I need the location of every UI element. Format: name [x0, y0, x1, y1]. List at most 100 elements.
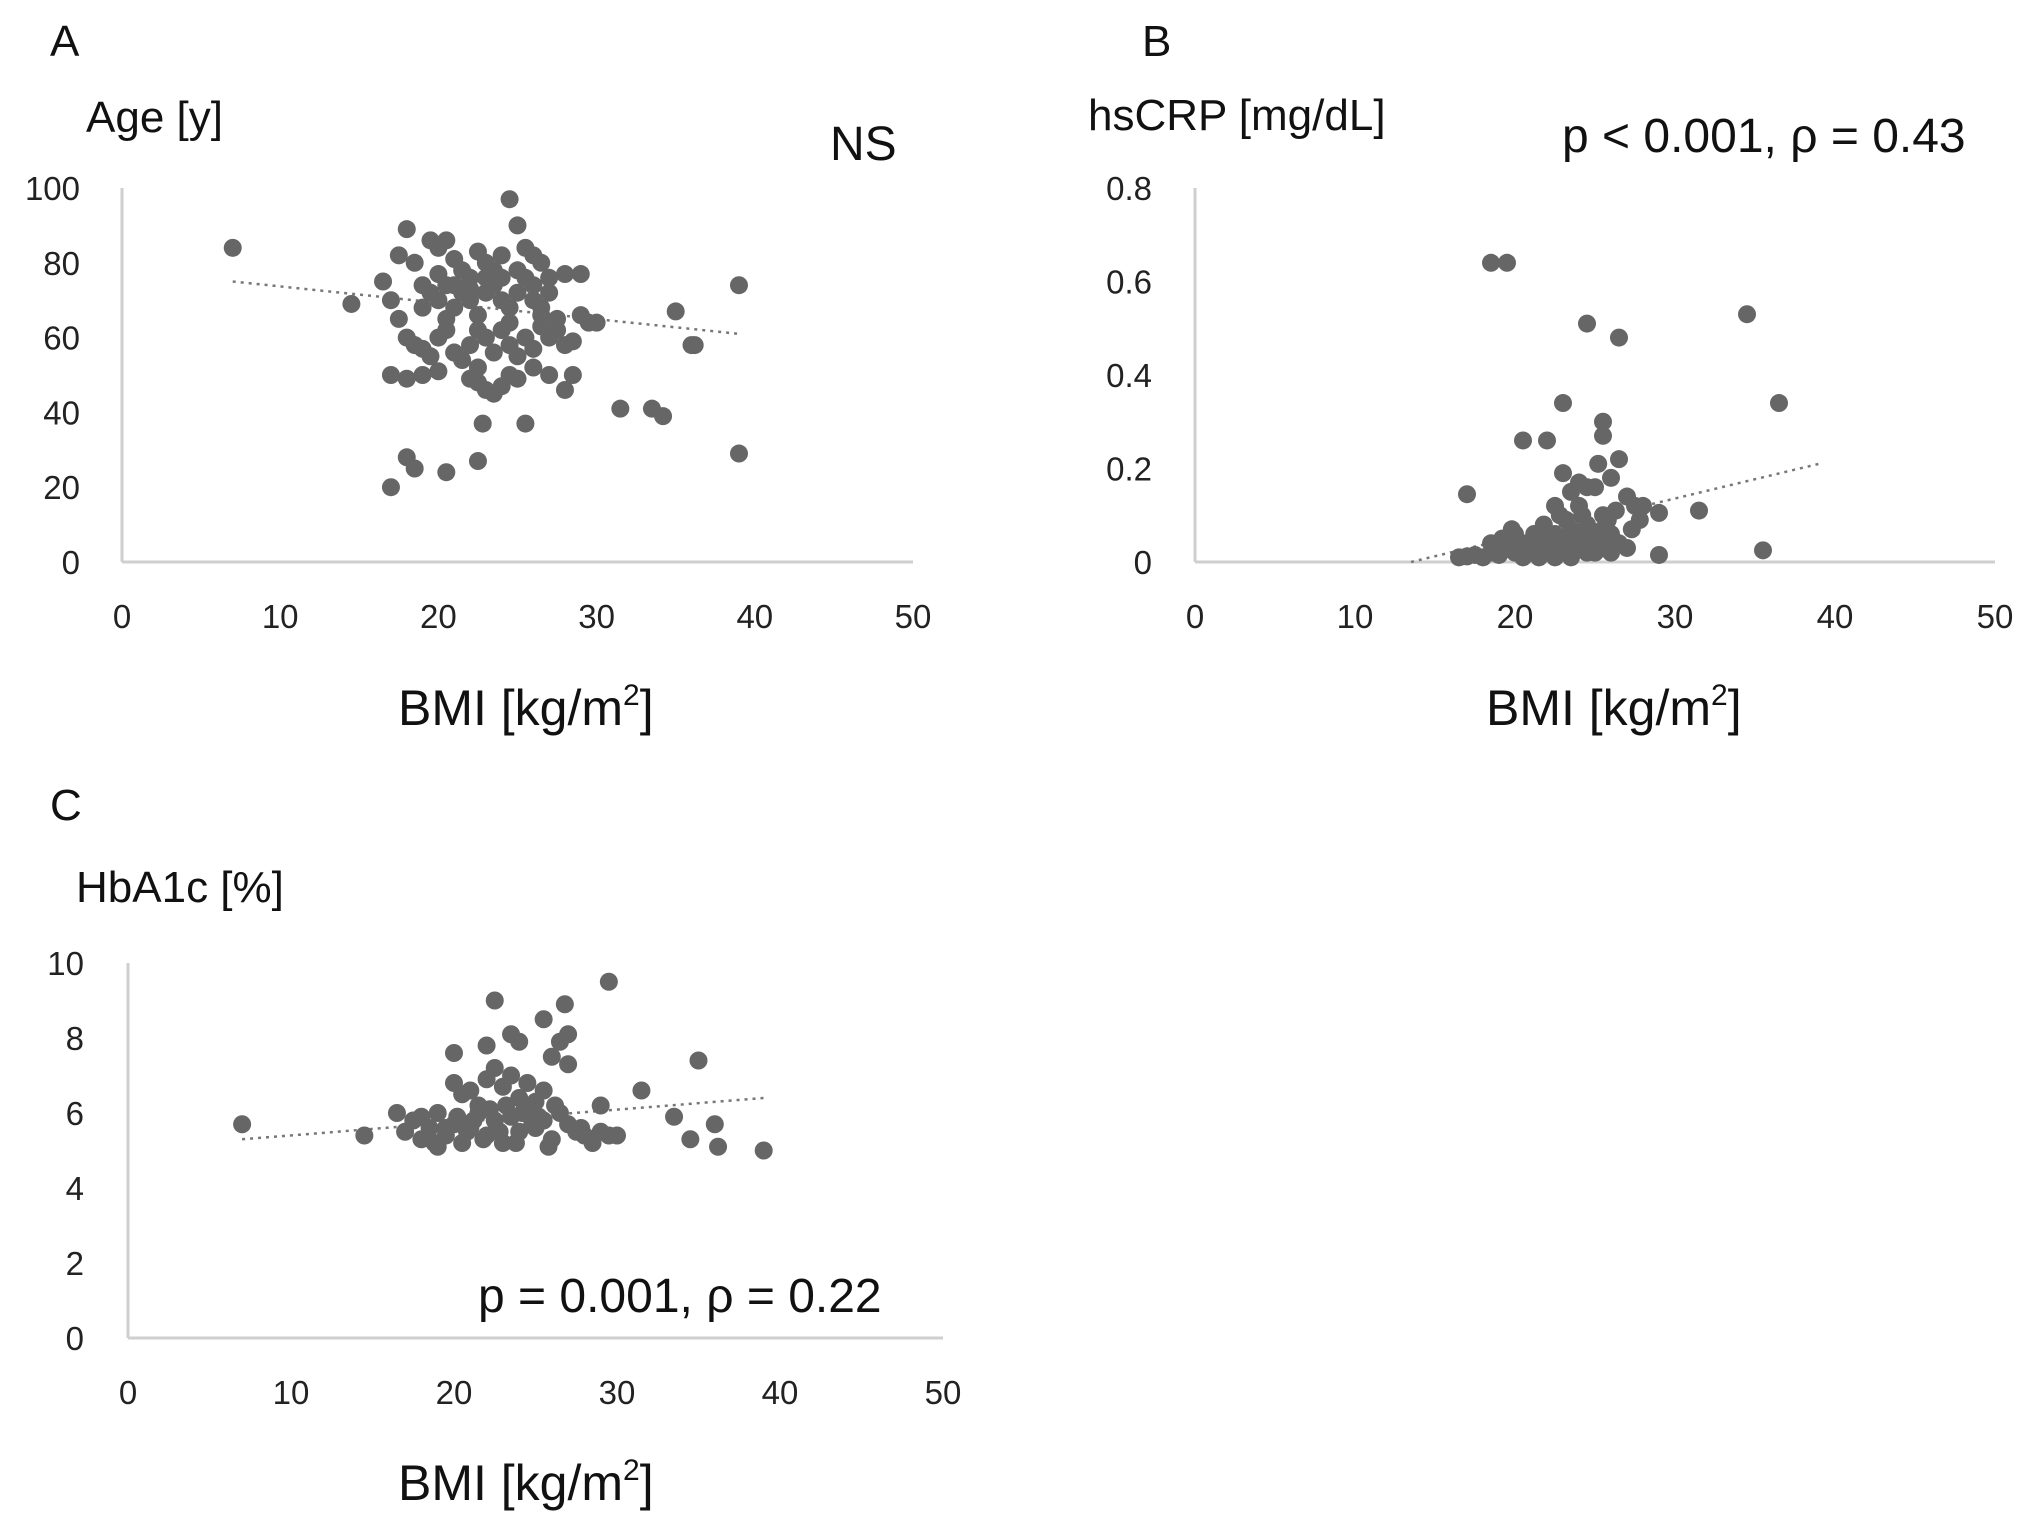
panel-c-data-point [497, 1096, 516, 1115]
panel-c-data-point [689, 1051, 708, 1070]
panel-b-data-point [1578, 314, 1596, 333]
panel-b: B hsCRP [mg/dL] p < 0.001, ρ = 0.43 BMI … [1088, 17, 2013, 736]
panel-c-data-point [709, 1137, 728, 1156]
panel-b-data-point [1578, 543, 1596, 562]
panel-c-data-point [474, 1130, 493, 1149]
panel-c-data-point [436, 1119, 455, 1137]
panel-a-data-point [571, 265, 590, 284]
panel-b-y-tick-label: 0.8 [1106, 170, 1152, 207]
panel-a-data-point [437, 463, 456, 482]
panel-a-data-point [500, 298, 519, 317]
panel-c-data-point [681, 1130, 700, 1149]
panel-c-data-point [518, 1074, 537, 1092]
panel-a-x-tick-label: 0 [113, 598, 131, 635]
panel-b-x-tick-label: 40 [1817, 598, 1854, 635]
panel-c-data-point [448, 1107, 467, 1126]
panel-b-y-tick-label: 0 [1134, 544, 1152, 581]
panel-a-data-point [445, 276, 464, 295]
panel-c-data-point [477, 1036, 496, 1055]
panel-a-data-point [468, 306, 487, 325]
panel-a-xlabel-sup: 2 [623, 679, 640, 712]
panel-c-x-tick-label: 0 [119, 1374, 137, 1411]
panel-a-data-point [587, 313, 606, 332]
panel-c-data-point [485, 1059, 504, 1077]
panel-a-data-point [729, 444, 748, 463]
panel-b-data-point [1586, 478, 1604, 497]
panel-b-data-point [1606, 501, 1625, 520]
panel-a-x-tick-label: 40 [736, 598, 773, 635]
panel-b-data-point [1538, 431, 1556, 450]
panel-b-data-point [1514, 548, 1532, 567]
panel-a-y-tick-label: 0 [62, 544, 80, 581]
panel-c-plot: 0 2 4 6 8 10 0 10 20 30 40 50 [47, 945, 961, 1411]
panel-a-data-point [429, 362, 448, 381]
panel-b-data-point [1622, 520, 1641, 539]
panel-c-data-point [555, 995, 574, 1014]
panel-b-xlabel-sup: 2 [1711, 679, 1728, 712]
panel-b-data-point [1482, 534, 1500, 553]
panel-c: C HbA1c [%] p = 0.001, ρ = 0.22 BMI [kg/… [47, 781, 961, 1511]
panel-c-data-point [542, 1047, 561, 1066]
panel-a-data-point [611, 399, 630, 418]
panel-a-data-point [461, 279, 480, 298]
panel-c-data-point [705, 1115, 724, 1134]
panel-c-data-point [480, 1100, 499, 1119]
panel-b-plot: 0 0.2 0.4 0.6 0.8 0 10 20 30 40 50 [1106, 170, 2013, 635]
panel-b-x-tick-label: 20 [1497, 598, 1534, 635]
panel-a-data-point [413, 366, 432, 384]
panel-a-data-point [429, 291, 448, 310]
panel-a-data-point [468, 452, 487, 471]
panel-b-data-point [1594, 426, 1612, 445]
panel-b-data-point [1550, 506, 1569, 525]
panel-a-data-point [540, 268, 559, 287]
panel-c-data-point [461, 1081, 480, 1100]
panel-a-data-point [548, 309, 567, 328]
panel-b-data-point [1770, 394, 1788, 413]
panel-a-data-point [429, 265, 448, 284]
panel-a-data-point [468, 321, 487, 340]
panel-b-data-point [1594, 538, 1612, 557]
panel-b-x-tick-label: 0 [1186, 598, 1204, 635]
panel-b-data-point [1458, 485, 1476, 504]
panel-b-data-point [1650, 503, 1668, 522]
panel-c-y-tick-label: 0 [66, 1320, 84, 1357]
panel-b-data-point [1594, 412, 1612, 431]
panel-b-data-point [1482, 253, 1500, 272]
panel-c-y-tick-label: 6 [66, 1095, 84, 1132]
panel-a-data-point [389, 309, 408, 328]
panel-c-y-tick-label: 4 [66, 1170, 84, 1207]
panel-a-x-tick-label: 30 [578, 598, 615, 635]
panel-a-plot: 0 20 40 60 80 100 0 10 20 30 40 50 [25, 170, 931, 635]
panel-c-data-point [445, 1044, 463, 1062]
panel-a-data-point [381, 366, 400, 384]
panel-c-data-point [523, 1115, 542, 1134]
panel-a-data-point [654, 407, 673, 426]
panel-a-data-point [555, 380, 574, 399]
panel-a-x-tick-label: 10 [262, 598, 299, 635]
panel-a-data-point [405, 459, 424, 478]
panel-a-data-point [508, 283, 527, 302]
panel-c-data-point [502, 1066, 521, 1085]
panel-a-data-point [524, 358, 543, 377]
panel-c-data-point [539, 1137, 558, 1156]
panel-c-data-point [572, 1119, 591, 1137]
panel-a-data-point [540, 366, 559, 384]
panel-a-data-point [223, 238, 242, 257]
panel-b-data-point [1589, 454, 1608, 473]
panel-b-data-point [1525, 524, 1544, 543]
panel-a-trendline [232, 280, 740, 336]
panel-a-data-point [563, 366, 582, 384]
panel-b-ylabel: hsCRP [mg/dL] [1088, 91, 1386, 140]
panel-a-data-point [381, 478, 400, 497]
panel-a-data-point [508, 369, 527, 388]
panel-c-data-point [534, 1010, 553, 1029]
panel-b-data-point [1618, 538, 1636, 557]
panel-a-data-point [389, 246, 408, 265]
panel-a-data-point [381, 291, 400, 310]
panel-a-data-point [524, 276, 543, 295]
panel-a-data-point [508, 261, 527, 280]
panel-a-data-point [508, 216, 527, 235]
panel-a-data-point [492, 246, 511, 265]
panel-c-x-tick-label: 20 [436, 1374, 473, 1411]
